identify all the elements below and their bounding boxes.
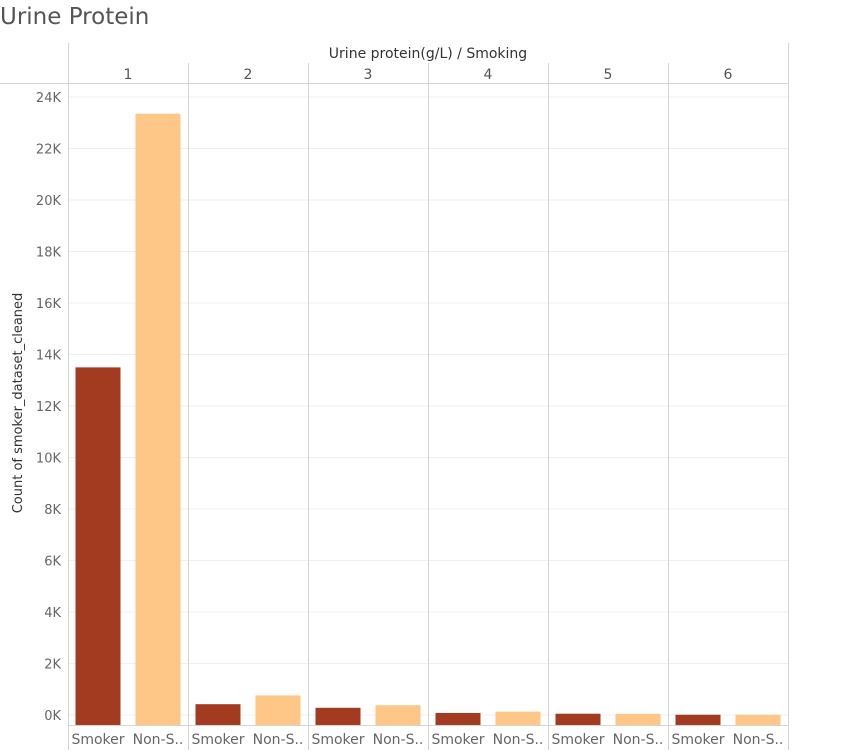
y-tick-label: 12K xyxy=(36,400,62,415)
column-headers: 1 2 3 4 5 6 xyxy=(124,67,733,83)
y-tick-label: 6K xyxy=(44,555,61,570)
y-tick-label: 0K xyxy=(44,709,61,724)
group-header: 2 xyxy=(244,67,253,83)
bar-label: Non-S.. xyxy=(253,732,304,748)
y-tick-label: 18K xyxy=(36,246,62,261)
y-tick-label: 20K xyxy=(36,194,62,209)
bar-label: Non-S.. xyxy=(133,732,184,748)
x-axis-labels: Smoker Non-S.. Smoker Non-S.. Smoker Non-S.. S… xyxy=(71,732,783,748)
group-header: 3 xyxy=(364,67,373,83)
group-header: 4 xyxy=(484,67,493,83)
group-header: 5 xyxy=(604,67,613,83)
bar xyxy=(195,704,241,725)
bar xyxy=(495,711,541,725)
bar xyxy=(555,713,601,725)
bar xyxy=(435,712,481,725)
y-tick-label: 14K xyxy=(36,349,62,364)
y-tick-label: 4K xyxy=(44,606,61,621)
y-tick-label: 8K xyxy=(44,503,61,518)
bar xyxy=(315,707,361,725)
bar-label: Smoker xyxy=(431,732,484,748)
y-tick-label: 10K xyxy=(36,452,62,467)
page-title: Urine Protein xyxy=(0,4,150,30)
column-header-title: Urine protein(g/L) / Smoking xyxy=(329,46,527,62)
bar xyxy=(675,714,721,725)
bar xyxy=(375,705,421,725)
bar-label: Smoker xyxy=(311,732,364,748)
bar-label: Smoker xyxy=(71,732,124,748)
bars xyxy=(75,113,781,726)
group-header: 6 xyxy=(724,67,733,83)
bar xyxy=(255,695,301,725)
y-tick-label: 22K xyxy=(36,143,62,158)
y-tick-label: 24K xyxy=(36,91,62,106)
bar-label: Non-S.. xyxy=(613,732,664,748)
group-header: 1 xyxy=(124,67,133,83)
bar-label: Smoker xyxy=(671,732,724,748)
bar-label: Non-S.. xyxy=(493,732,544,748)
bar xyxy=(735,714,781,725)
bar-label: Smoker xyxy=(551,732,604,748)
bar-label: Non-S.. xyxy=(733,732,784,748)
bar xyxy=(615,713,661,725)
bar xyxy=(135,113,181,726)
panel-dividers xyxy=(0,43,789,750)
bar-label: Non-S.. xyxy=(373,732,424,748)
y-tick-label: 16K xyxy=(36,297,62,312)
y-axis-title: Count of smoker_dataset_cleaned xyxy=(11,293,26,514)
bar-label: Smoker xyxy=(191,732,244,748)
bar xyxy=(75,367,121,725)
y-axis-ticks: 0K 2K 4K 6K 8K 10K 12K 14K 16K 18K 20K 22K 24K xyxy=(36,91,62,724)
y-tick-label: 2K xyxy=(44,658,61,673)
